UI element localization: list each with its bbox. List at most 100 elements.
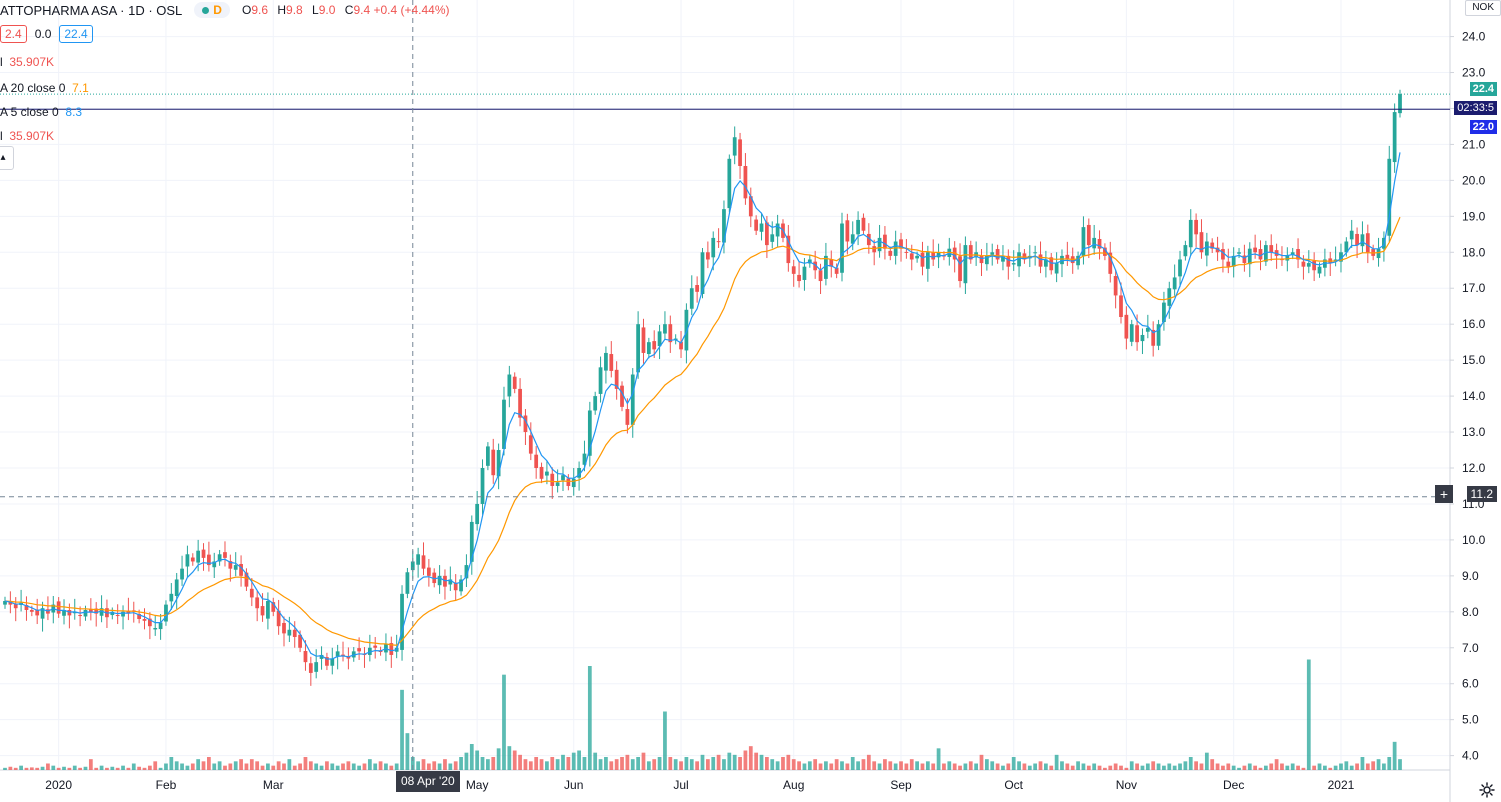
candle (587, 401, 592, 467)
volume-bar (110, 766, 115, 770)
volume-bar (1237, 767, 1241, 770)
price-axis[interactable]: 24.023.022.021.020.019.018.017.016.015.0… (1450, 30, 1486, 763)
candle (722, 200, 726, 254)
candle (1156, 319, 1161, 351)
candle (40, 601, 45, 632)
candle (207, 541, 211, 572)
volume-bar (1167, 763, 1172, 770)
volume-bar (904, 763, 909, 770)
candle (861, 213, 866, 236)
candle (738, 132, 742, 179)
price-tick-label: 24.0 (1462, 30, 1486, 44)
volume-bar (1065, 763, 1070, 770)
candle (1296, 238, 1300, 269)
volume-bar (276, 761, 281, 770)
candle (958, 243, 962, 288)
candle (464, 554, 469, 588)
ohlc-low-key: L (312, 3, 319, 17)
price-tick-label: 17.0 (1462, 281, 1486, 295)
time-axis[interactable]: 2020 Feb Mar May Jun Jul Aug Sep Oct Nov Dec 2021 (45, 778, 1354, 792)
volume-bar (797, 761, 801, 770)
candle (748, 187, 753, 228)
volume-bar (909, 759, 914, 770)
collapse-legend-button[interactable]: ▴ (0, 146, 14, 170)
volume-bar (593, 752, 598, 770)
volume-bar (335, 765, 340, 770)
candle (410, 550, 415, 579)
volume-bar (94, 767, 99, 770)
volume-bar (475, 750, 480, 770)
candle (1183, 240, 1188, 261)
candle (1065, 241, 1070, 266)
candle (174, 572, 179, 609)
candle (1167, 281, 1172, 319)
candle (732, 126, 737, 165)
volume-bar (1323, 765, 1327, 770)
volume-bar (105, 767, 109, 770)
volume-bar (480, 757, 485, 770)
crosshair-plus-icon[interactable]: + (1435, 485, 1453, 503)
candle (201, 543, 206, 571)
symbol-title[interactable]: ATTOPHARMA ASA · 1D · OSL (0, 2, 183, 18)
volume-bar (137, 766, 142, 770)
bid-box[interactable]: 2.4 (0, 25, 27, 43)
ohlc-open-key: O (241, 3, 252, 17)
settings-gear-icon[interactable] (1479, 782, 1495, 798)
volume-bar (319, 765, 324, 770)
volume-bar (1027, 765, 1032, 770)
candle (614, 361, 619, 400)
ask-box[interactable]: 22.4 (59, 25, 93, 43)
candle (545, 460, 549, 485)
volume-bar (255, 761, 260, 770)
volume-bar (1355, 763, 1359, 770)
volume-bar (695, 761, 700, 770)
volume-bar (448, 763, 453, 770)
volume-bar (1049, 765, 1054, 770)
volume-bar (19, 765, 23, 770)
volume-legend-2[interactable]: l 35.907K (0, 129, 54, 143)
candle (271, 597, 276, 617)
candle (1237, 247, 1241, 259)
ema5-legend[interactable]: A 5 close 0 8.3 (0, 105, 82, 119)
candle (362, 647, 367, 668)
volume-bar (56, 767, 61, 770)
candle (646, 337, 651, 359)
volume-bar (609, 761, 614, 770)
candle (1349, 219, 1354, 248)
candle (984, 242, 989, 271)
volume-bar (507, 746, 512, 770)
price-tick-label: 20.0 (1462, 173, 1486, 187)
volume-bar (62, 766, 66, 770)
currency-button[interactable]: NOK (1465, 0, 1501, 16)
volume-bar (877, 763, 882, 770)
candle (1204, 232, 1209, 267)
volume-bar (781, 757, 785, 770)
market-status-badge[interactable]: D (194, 2, 230, 18)
candle (1044, 250, 1048, 278)
volume-bar (367, 759, 372, 770)
volume-bar (700, 754, 705, 770)
volume-legend[interactable]: l 35.907K (0, 55, 54, 69)
volume-bar (936, 748, 941, 770)
volume-bar (893, 763, 898, 770)
candle (577, 461, 581, 491)
volume-bar (453, 761, 458, 770)
volume-bar (974, 763, 979, 770)
volume-bar (1060, 761, 1064, 770)
volume-bar (1113, 763, 1118, 770)
candle (105, 599, 109, 628)
time-tick-label: Aug (783, 778, 804, 792)
candle (1086, 218, 1091, 259)
candle (920, 241, 925, 276)
candle (1108, 241, 1113, 283)
volume-bar (829, 763, 834, 770)
volume-bar (679, 761, 683, 770)
ema20-legend[interactable]: A 20 close 0 7.1 (0, 81, 89, 95)
volume-bar (1263, 765, 1268, 770)
candle (818, 263, 823, 294)
candle (72, 598, 77, 620)
candle (502, 386, 506, 456)
last-price-label: 22.4 (1469, 82, 1497, 96)
candle (1076, 251, 1080, 270)
